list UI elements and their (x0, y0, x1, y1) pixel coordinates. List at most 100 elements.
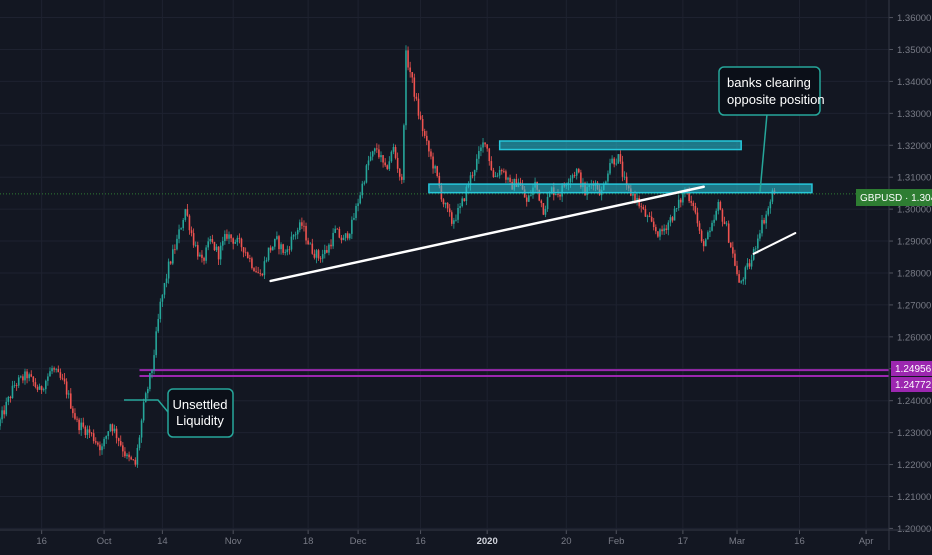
candle-body (478, 151, 480, 159)
candle-body (111, 424, 114, 432)
candle-body (9, 397, 12, 399)
candle-body (321, 254, 324, 259)
candle-body (149, 373, 151, 390)
candle-body (386, 165, 389, 169)
candle-body (28, 374, 30, 379)
candle-body (128, 454, 130, 458)
candle-body (348, 233, 351, 239)
candle-body (694, 206, 697, 213)
candle-body (771, 190, 774, 202)
middle-resistance-zone[interactable] (428, 183, 813, 194)
candle-body (411, 72, 414, 78)
candle-body (367, 160, 370, 166)
unsettled-liquidity-callout[interactable]: Unsettled Liquidity (124, 388, 234, 438)
candle-body (727, 223, 730, 243)
candle-body (465, 186, 468, 202)
candle-body (182, 219, 185, 229)
banks-clearing-callout[interactable]: banks clearing opposite position (718, 66, 825, 193)
purple-price-label-lower[interactable]: 1.24772 (891, 377, 932, 392)
candle-body (486, 144, 488, 149)
candle-body (405, 50, 407, 126)
candle-body (57, 369, 60, 373)
candle-body (680, 199, 682, 203)
candle-body (61, 377, 64, 379)
candle-body (707, 232, 709, 240)
upper-resistance-zone[interactable] (498, 140, 742, 151)
candle-body (244, 252, 247, 254)
candle-body (151, 370, 153, 374)
candle-body (161, 294, 164, 302)
candle-body (205, 247, 207, 261)
y-tick-label: 1.36000 (897, 13, 931, 24)
candle-body (196, 245, 199, 257)
candle-body (249, 258, 251, 259)
candle-body (7, 397, 10, 402)
candle-body (30, 374, 33, 377)
candle-body (342, 237, 345, 241)
candle-body (659, 229, 661, 237)
candle-body (261, 273, 264, 276)
candle-body (455, 219, 457, 221)
candle-body (577, 169, 580, 173)
short-white-trendline[interactable] (752, 232, 797, 255)
candle-body (3, 410, 5, 415)
candle-body (184, 209, 187, 220)
candle-body (357, 203, 359, 207)
callout-line-1: banks clearing (727, 75, 811, 90)
candle-body (613, 158, 615, 165)
candle-body (240, 238, 243, 248)
candle-body (496, 175, 499, 177)
candle-body (369, 156, 372, 161)
x-tick-label: Mar (729, 536, 745, 547)
y-tick-label: 1.20000 (897, 524, 931, 535)
candle-body (644, 208, 647, 217)
ascending-support-trendline[interactable] (269, 185, 705, 283)
candle-body (224, 234, 226, 241)
candle-body (638, 197, 640, 207)
candle-body (140, 420, 143, 438)
candle-body (407, 50, 409, 68)
candle-body (540, 200, 543, 204)
last-price-label[interactable]: GBPUSD · 1.30479 (856, 189, 932, 206)
candle-body (134, 459, 137, 465)
zones[interactable] (428, 140, 813, 194)
candle-body (482, 142, 484, 148)
trendlines[interactable] (269, 185, 797, 283)
candle-body (309, 243, 312, 245)
candle-body (271, 246, 274, 251)
candle-body (430, 151, 432, 157)
candle-body (280, 244, 282, 250)
candle-body (259, 273, 262, 274)
candle-body (573, 175, 576, 177)
candle-body (384, 162, 386, 166)
candle-body (704, 239, 707, 247)
candle-body (246, 252, 249, 259)
candle-body (288, 249, 291, 251)
candle-body (72, 408, 74, 414)
candle-body (657, 231, 659, 237)
candle-body (346, 233, 349, 239)
candle-body (284, 252, 287, 253)
candle-body (507, 177, 509, 180)
candle-body (301, 222, 303, 226)
candle-body (621, 161, 624, 177)
candle-body (122, 445, 124, 452)
candle-body (763, 220, 765, 224)
candle-body (388, 161, 391, 169)
callout-line-1: Unsettled (173, 397, 228, 412)
candle-body (176, 238, 178, 250)
callout-line-2: Liquidity (176, 413, 224, 428)
candle-body (332, 232, 334, 247)
candle-body (398, 168, 401, 177)
candle-body (11, 385, 14, 399)
purple-price-label-upper[interactable]: 1.24956 (891, 361, 932, 376)
candle-body (130, 457, 132, 460)
candle-body (498, 170, 501, 176)
candle-body (94, 441, 97, 443)
candle-body (278, 236, 280, 250)
candle-body (607, 173, 609, 182)
candle-body (101, 446, 103, 451)
candle-body (338, 228, 341, 238)
